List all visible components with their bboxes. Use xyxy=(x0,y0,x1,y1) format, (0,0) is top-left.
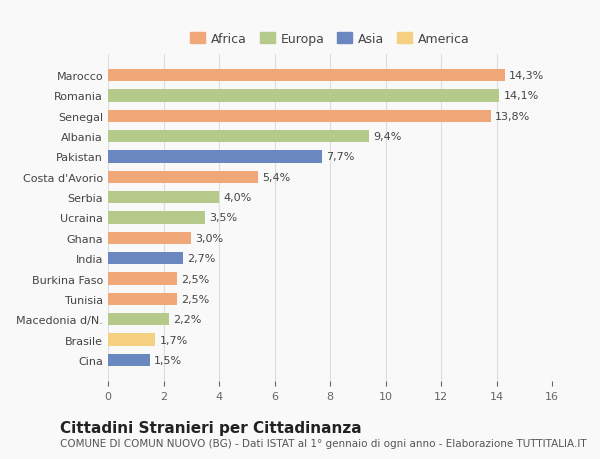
Bar xyxy=(108,131,369,143)
Text: 14,3%: 14,3% xyxy=(509,71,544,81)
Text: 2,2%: 2,2% xyxy=(173,314,202,325)
Bar xyxy=(108,171,258,184)
Bar xyxy=(108,313,169,325)
Bar xyxy=(108,111,491,123)
Text: 3,0%: 3,0% xyxy=(196,233,224,243)
Bar xyxy=(108,192,219,204)
Bar xyxy=(108,151,322,163)
Bar xyxy=(108,354,149,366)
Text: 2,7%: 2,7% xyxy=(187,254,215,263)
Text: 14,1%: 14,1% xyxy=(503,91,539,101)
Bar xyxy=(108,293,178,305)
Legend: Africa, Europa, Asia, America: Africa, Europa, Asia, America xyxy=(186,29,474,49)
Bar xyxy=(108,212,205,224)
Text: 3,5%: 3,5% xyxy=(209,213,238,223)
Text: 7,7%: 7,7% xyxy=(326,152,354,162)
Bar xyxy=(108,273,178,285)
Text: COMUNE DI COMUN NUOVO (BG) - Dati ISTAT al 1° gennaio di ogni anno - Elaborazion: COMUNE DI COMUN NUOVO (BG) - Dati ISTAT … xyxy=(60,438,587,448)
Bar xyxy=(108,252,183,265)
Text: 13,8%: 13,8% xyxy=(495,112,530,122)
Text: 1,7%: 1,7% xyxy=(160,335,188,345)
Text: 1,5%: 1,5% xyxy=(154,355,182,365)
Text: 2,5%: 2,5% xyxy=(182,294,210,304)
Bar xyxy=(108,70,505,82)
Text: Cittadini Stranieri per Cittadinanza: Cittadini Stranieri per Cittadinanza xyxy=(60,420,362,435)
Text: 5,4%: 5,4% xyxy=(262,173,290,182)
Text: 4,0%: 4,0% xyxy=(223,193,251,203)
Bar xyxy=(108,90,499,102)
Bar xyxy=(108,334,155,346)
Text: 9,4%: 9,4% xyxy=(373,132,401,142)
Bar xyxy=(108,232,191,244)
Text: 2,5%: 2,5% xyxy=(182,274,210,284)
